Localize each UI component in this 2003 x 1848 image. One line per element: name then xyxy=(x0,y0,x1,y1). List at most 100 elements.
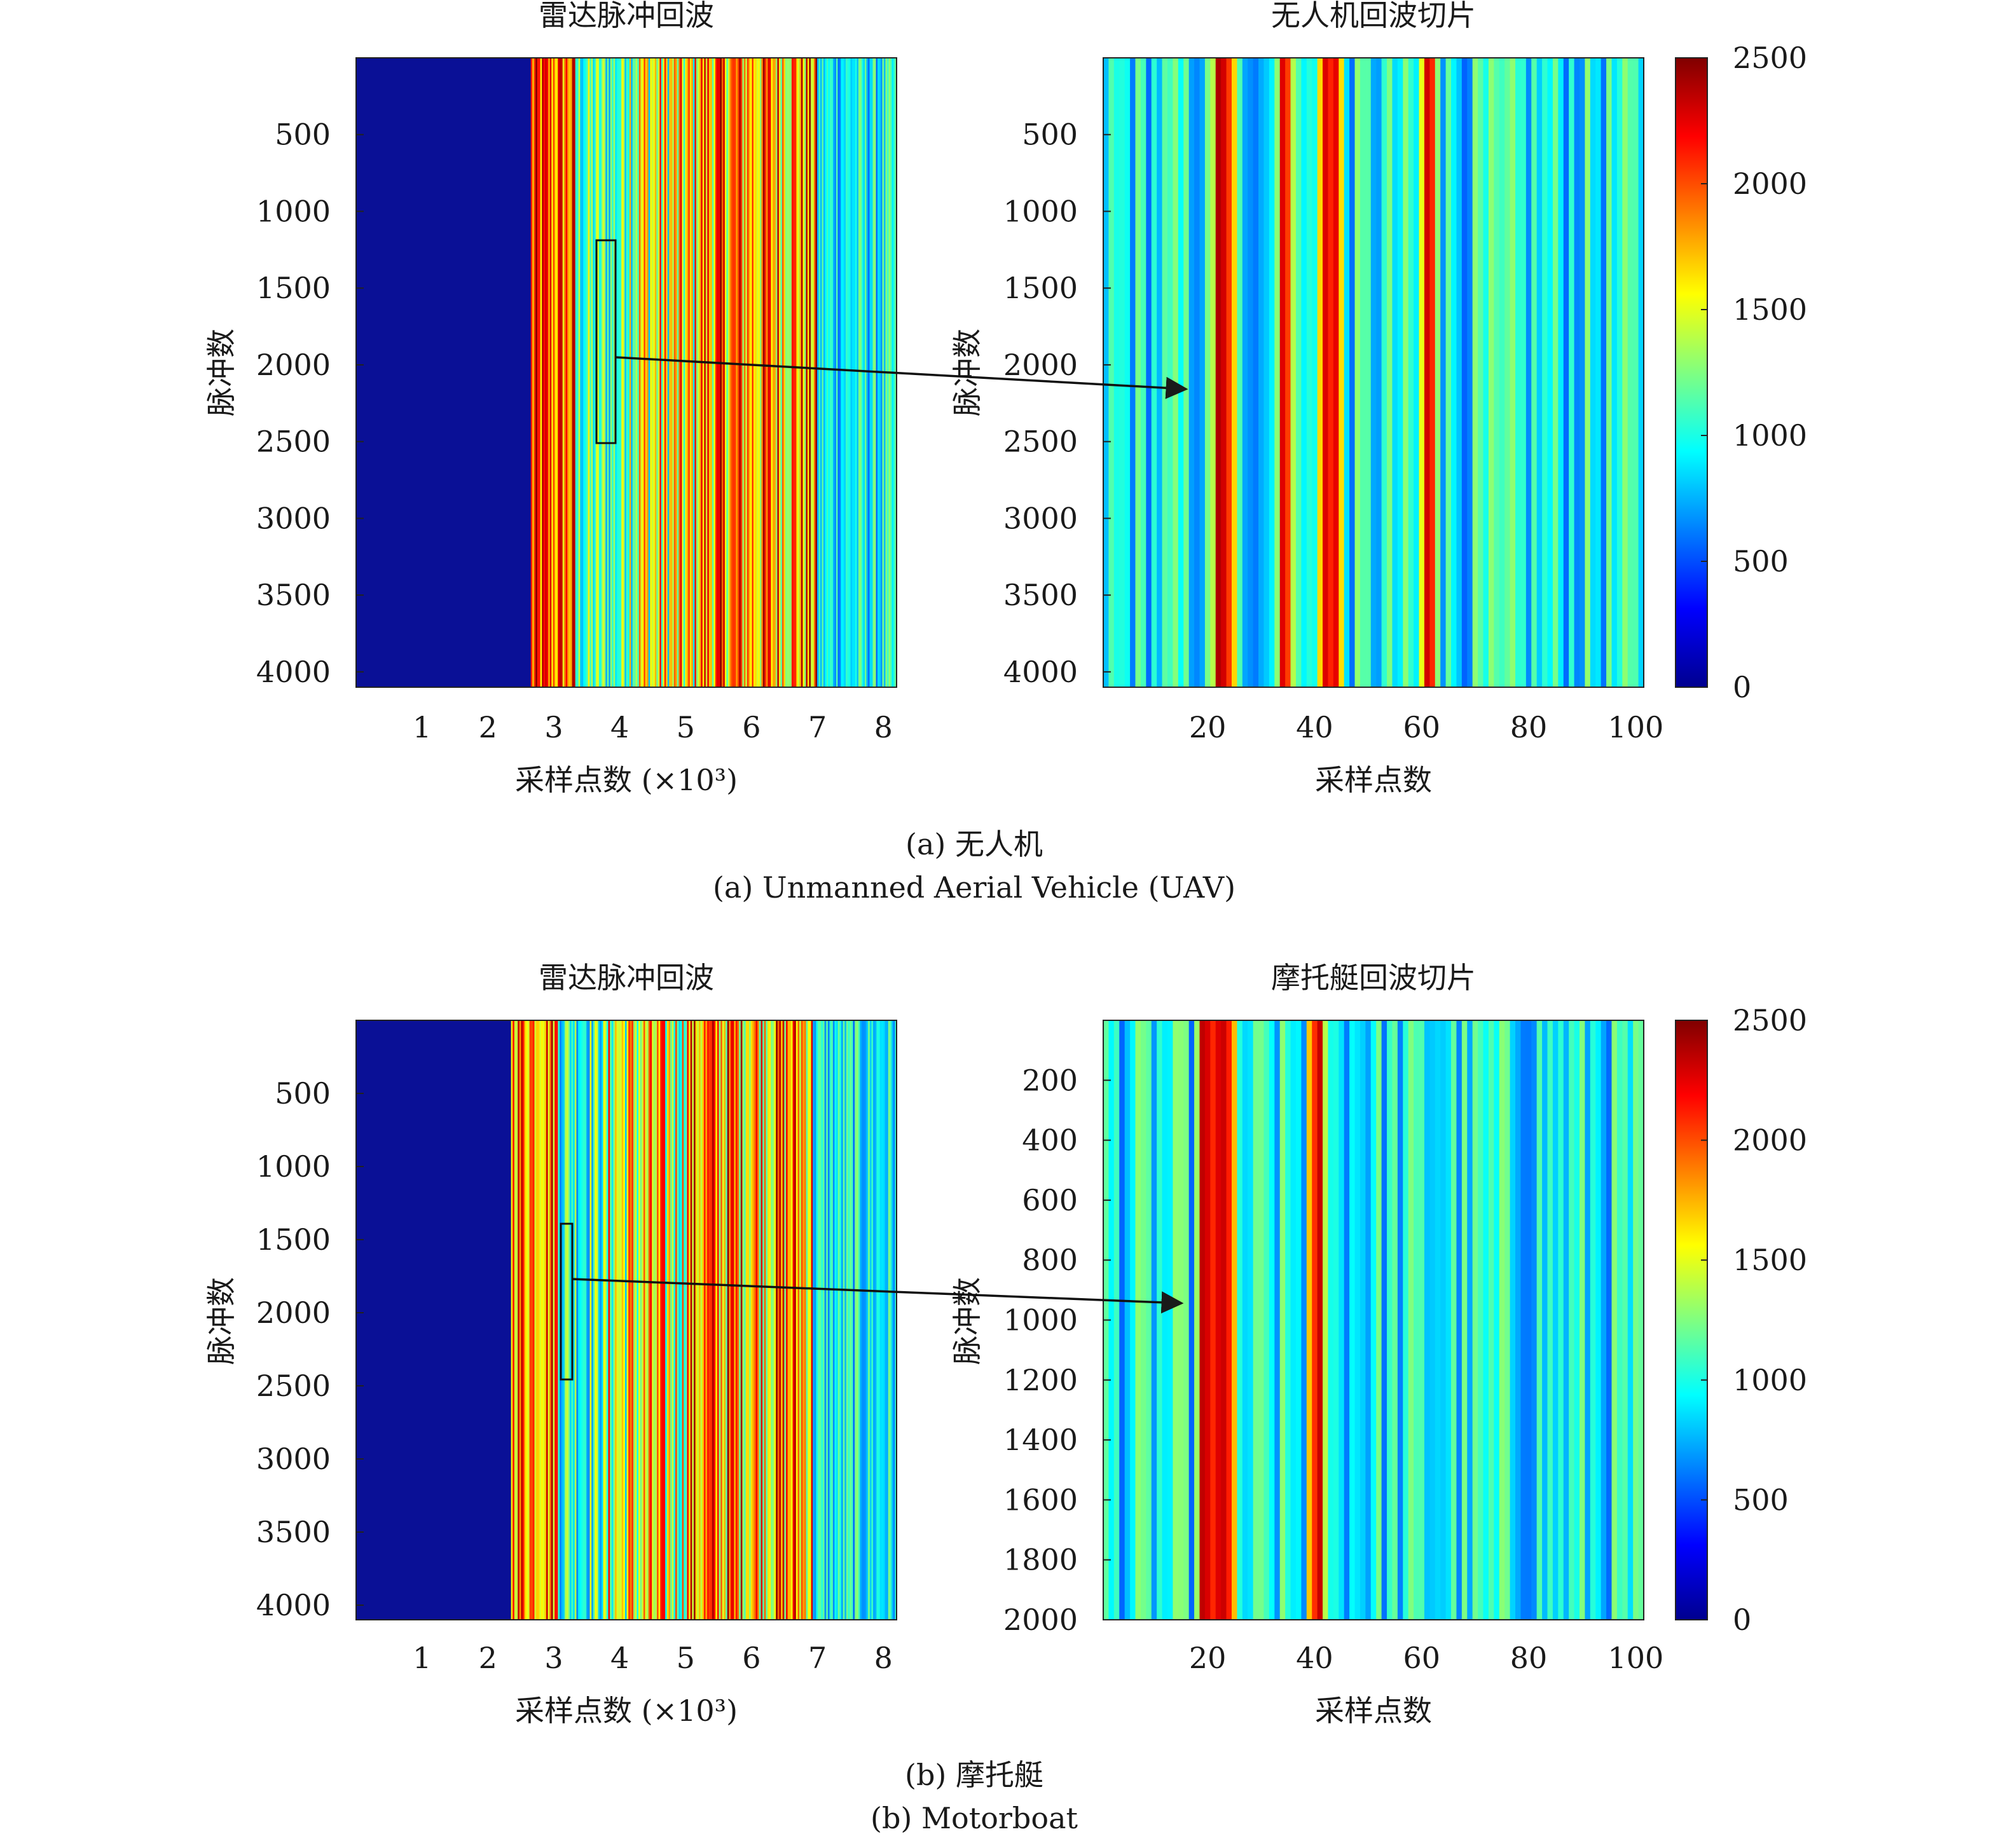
heatmap-stripe xyxy=(758,58,761,687)
heatmap-stripe xyxy=(857,58,859,687)
heatmap-column xyxy=(1467,58,1473,687)
heatmap-stripe xyxy=(514,1020,517,1620)
heatmap-column xyxy=(1349,58,1356,687)
heatmap-column xyxy=(1510,1020,1516,1620)
heatmap-stripe xyxy=(766,58,768,687)
heatmap-stripe xyxy=(866,58,869,687)
heatmap-stripe xyxy=(778,58,781,687)
heatmap-stripe xyxy=(777,1020,780,1620)
heatmap-stripe xyxy=(685,1020,688,1620)
heatmap-column xyxy=(1359,1020,1366,1620)
heatmap-column xyxy=(1585,1020,1591,1620)
heatmap-column xyxy=(1279,58,1286,687)
heatmap-column xyxy=(1451,58,1457,687)
heatmap-column xyxy=(1494,58,1500,687)
heatmap-stripe xyxy=(650,1020,652,1620)
heatmap-stripe xyxy=(675,58,678,687)
heatmap-stripe xyxy=(883,1020,886,1620)
heatmap-stripe xyxy=(554,1020,557,1620)
heatmap-stripe xyxy=(806,58,808,687)
heatmap-column xyxy=(1359,58,1366,687)
colorbar-tick-label: 0 xyxy=(1733,670,1751,704)
heatmap-stripe xyxy=(705,1020,708,1620)
heatmap-column xyxy=(1499,58,1505,687)
heatmap-stripe xyxy=(685,58,687,687)
heatmap-stripe xyxy=(777,58,780,687)
heatmap-stripe xyxy=(537,58,539,687)
heatmap-column xyxy=(1178,58,1184,687)
heatmap-column xyxy=(1231,58,1237,687)
heatmap-stripe xyxy=(523,1020,525,1620)
heatmap-column xyxy=(1226,1020,1232,1620)
heatmap-stripe xyxy=(570,58,573,687)
heatmap-stripe xyxy=(823,58,826,687)
heatmap-stripe xyxy=(708,58,711,687)
heatmap-stripe xyxy=(593,58,595,687)
heatmap-stripe xyxy=(603,58,606,687)
x-tick-label: 60 xyxy=(1403,710,1440,744)
heatmap-stripe xyxy=(591,1020,594,1620)
heatmap-stripe xyxy=(717,1020,720,1620)
heatmap-column xyxy=(1616,58,1623,687)
heatmap-column xyxy=(1451,1020,1457,1620)
heatmap-column xyxy=(1525,1020,1532,1620)
heatmap-stripe xyxy=(566,1020,568,1620)
heatmap-stripe xyxy=(586,58,589,687)
heatmap-stripe xyxy=(717,58,719,687)
heatmap-column xyxy=(1478,1020,1484,1620)
heatmap-stripe xyxy=(719,1020,721,1620)
heatmap-column xyxy=(1204,1020,1211,1620)
heatmap-stripe xyxy=(824,1020,827,1620)
heatmap-column xyxy=(1552,1020,1559,1620)
colorbar-tick-label: 2500 xyxy=(1733,41,1807,75)
heatmap-column xyxy=(1146,58,1152,687)
heatmap-stripe xyxy=(893,1020,895,1620)
heatmap-stripe xyxy=(589,58,592,687)
y-tick-label: 3000 xyxy=(256,501,331,535)
x-tick-label: 7 xyxy=(808,710,827,744)
x-tick-label: 5 xyxy=(677,1641,695,1675)
heatmap-stripe xyxy=(747,58,749,687)
heatmap-stripe xyxy=(689,58,692,687)
heatmap-stripe xyxy=(707,58,710,687)
heatmap-stripe xyxy=(702,58,705,687)
heatmap-stripe xyxy=(843,1020,845,1620)
heatmap-stripe xyxy=(580,58,582,687)
heatmap-stripe xyxy=(821,1020,823,1620)
slice-arrow xyxy=(615,356,1188,399)
plot-frame xyxy=(355,1020,897,1620)
heatmap-stripe xyxy=(689,1020,691,1620)
heatmap-column xyxy=(1333,58,1339,687)
heatmap-column xyxy=(1162,58,1168,687)
heatmap-column xyxy=(1157,1020,1163,1620)
heatmap-column xyxy=(1547,1020,1553,1620)
heatmap-stripe xyxy=(733,58,735,687)
heatmap-column xyxy=(1590,58,1596,687)
heatmap-stripe xyxy=(678,1020,681,1620)
heatmap-stripe xyxy=(836,58,839,687)
heatmap-stripe xyxy=(818,58,821,687)
heatmap-column xyxy=(1285,58,1291,687)
heatmap-stripe xyxy=(579,1020,582,1620)
heatmap-stripe xyxy=(755,1020,758,1620)
heatmap-stripe xyxy=(764,1020,766,1620)
heatmap-stripe xyxy=(682,58,684,687)
heatmap-stripe xyxy=(890,1020,892,1620)
y-axis-label: 脉冲数 xyxy=(204,1277,238,1365)
heatmap-stripe xyxy=(839,58,842,687)
heatmap-column xyxy=(1638,1020,1644,1620)
heatmap-column xyxy=(1563,58,1569,687)
heatmap-stripe xyxy=(547,1020,550,1620)
heatmap-column xyxy=(1558,58,1564,687)
heatmap-column xyxy=(1253,1020,1259,1620)
heatmap-column xyxy=(1204,58,1211,687)
heatmap-stripe xyxy=(819,1020,822,1620)
heatmap-stripe xyxy=(653,58,656,687)
chart-title: 无人机回波切片 xyxy=(1271,0,1476,32)
y-tick-label: 1000 xyxy=(256,194,331,228)
heatmap-stripe xyxy=(750,58,752,687)
heatmap-stripe xyxy=(839,1020,842,1620)
heatmap-stripe xyxy=(610,58,612,687)
heatmap-stripe xyxy=(837,1020,840,1620)
heatmap-stripe xyxy=(841,58,843,687)
